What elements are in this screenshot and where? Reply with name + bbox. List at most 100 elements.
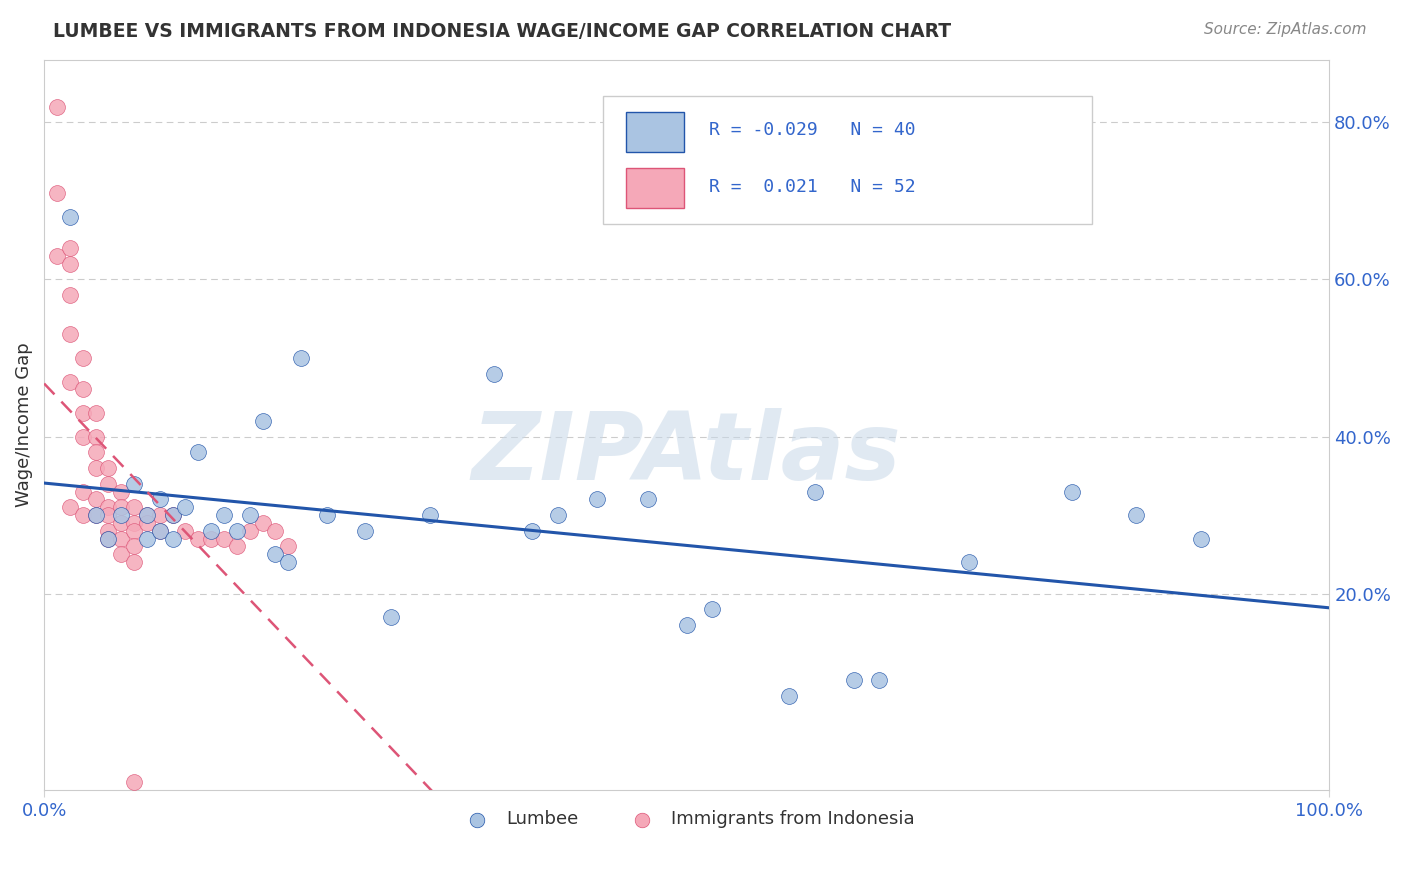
Point — [72, 383, 94, 397]
Point — [135, 516, 157, 530]
Point — [110, 547, 132, 561]
Point — [264, 547, 287, 561]
Point — [225, 540, 247, 554]
Point — [135, 508, 157, 522]
Text: ZIPAtlas: ZIPAtlas — [472, 408, 901, 500]
Point — [84, 461, 107, 475]
Point — [84, 406, 107, 420]
Point — [1062, 484, 1084, 499]
Point — [149, 508, 172, 522]
Point — [97, 524, 120, 538]
Point — [957, 555, 980, 569]
Point — [212, 532, 235, 546]
Point — [290, 351, 312, 365]
Point — [212, 508, 235, 522]
Point — [149, 524, 172, 538]
Point — [149, 492, 172, 507]
Bar — [626, 168, 685, 208]
Point — [59, 375, 82, 389]
Point — [1125, 508, 1147, 522]
Point — [174, 524, 197, 538]
Point — [187, 445, 209, 459]
Point — [122, 540, 145, 554]
Point — [252, 414, 274, 428]
Point — [804, 484, 827, 499]
Point — [46, 100, 69, 114]
Point — [637, 492, 659, 507]
Point — [97, 476, 120, 491]
Point — [59, 241, 82, 255]
Point — [1189, 532, 1212, 546]
Point — [277, 540, 299, 554]
Point — [162, 532, 184, 546]
Point — [84, 492, 107, 507]
Point — [702, 602, 724, 616]
Point — [239, 524, 262, 538]
Point — [162, 508, 184, 522]
Point — [239, 508, 262, 522]
Point — [675, 618, 697, 632]
Point — [84, 429, 107, 443]
Point — [59, 257, 82, 271]
Point — [315, 508, 337, 522]
Point — [149, 524, 172, 538]
Text: R = -0.029   N = 40: R = -0.029 N = 40 — [709, 121, 915, 139]
Point — [200, 532, 222, 546]
Point — [97, 532, 120, 546]
Point — [84, 508, 107, 522]
Point — [46, 186, 69, 200]
Point — [59, 288, 82, 302]
Point — [252, 516, 274, 530]
FancyBboxPatch shape — [603, 96, 1091, 224]
Legend: Lumbee, Immigrants from Indonesia: Lumbee, Immigrants from Indonesia — [451, 803, 921, 836]
Point — [110, 484, 132, 499]
Y-axis label: Wage/Income Gap: Wage/Income Gap — [15, 343, 32, 508]
Point — [122, 500, 145, 515]
Point — [59, 500, 82, 515]
Point — [174, 500, 197, 515]
Point — [869, 673, 891, 687]
Point — [122, 476, 145, 491]
Point — [72, 508, 94, 522]
Point — [97, 532, 120, 546]
Point — [97, 500, 120, 515]
Point — [122, 516, 145, 530]
Point — [380, 610, 402, 624]
Point — [72, 351, 94, 365]
Point — [200, 524, 222, 538]
Point — [135, 508, 157, 522]
Point — [547, 508, 569, 522]
Text: LUMBEE VS IMMIGRANTS FROM INDONESIA WAGE/INCOME GAP CORRELATION CHART: LUMBEE VS IMMIGRANTS FROM INDONESIA WAGE… — [53, 22, 952, 41]
Point — [110, 516, 132, 530]
Point — [482, 367, 505, 381]
Point — [110, 508, 132, 522]
Point — [354, 524, 377, 538]
Point — [59, 327, 82, 342]
Point — [522, 524, 544, 538]
Bar — [626, 112, 685, 153]
Point — [122, 555, 145, 569]
Point — [225, 524, 247, 538]
Point — [84, 508, 107, 522]
Point — [122, 524, 145, 538]
Point — [135, 532, 157, 546]
Point — [97, 508, 120, 522]
Point — [122, 775, 145, 789]
Point — [264, 524, 287, 538]
Text: Source: ZipAtlas.com: Source: ZipAtlas.com — [1204, 22, 1367, 37]
Point — [419, 508, 441, 522]
Point — [779, 689, 801, 703]
Point — [842, 673, 865, 687]
Point — [72, 406, 94, 420]
Point — [277, 555, 299, 569]
Point — [585, 492, 607, 507]
Point — [162, 508, 184, 522]
Point — [59, 210, 82, 224]
Text: R =  0.021   N = 52: R = 0.021 N = 52 — [709, 178, 915, 196]
Point — [187, 532, 209, 546]
Point — [46, 249, 69, 263]
Point — [97, 461, 120, 475]
Point — [110, 500, 132, 515]
Point — [72, 429, 94, 443]
Point — [110, 532, 132, 546]
